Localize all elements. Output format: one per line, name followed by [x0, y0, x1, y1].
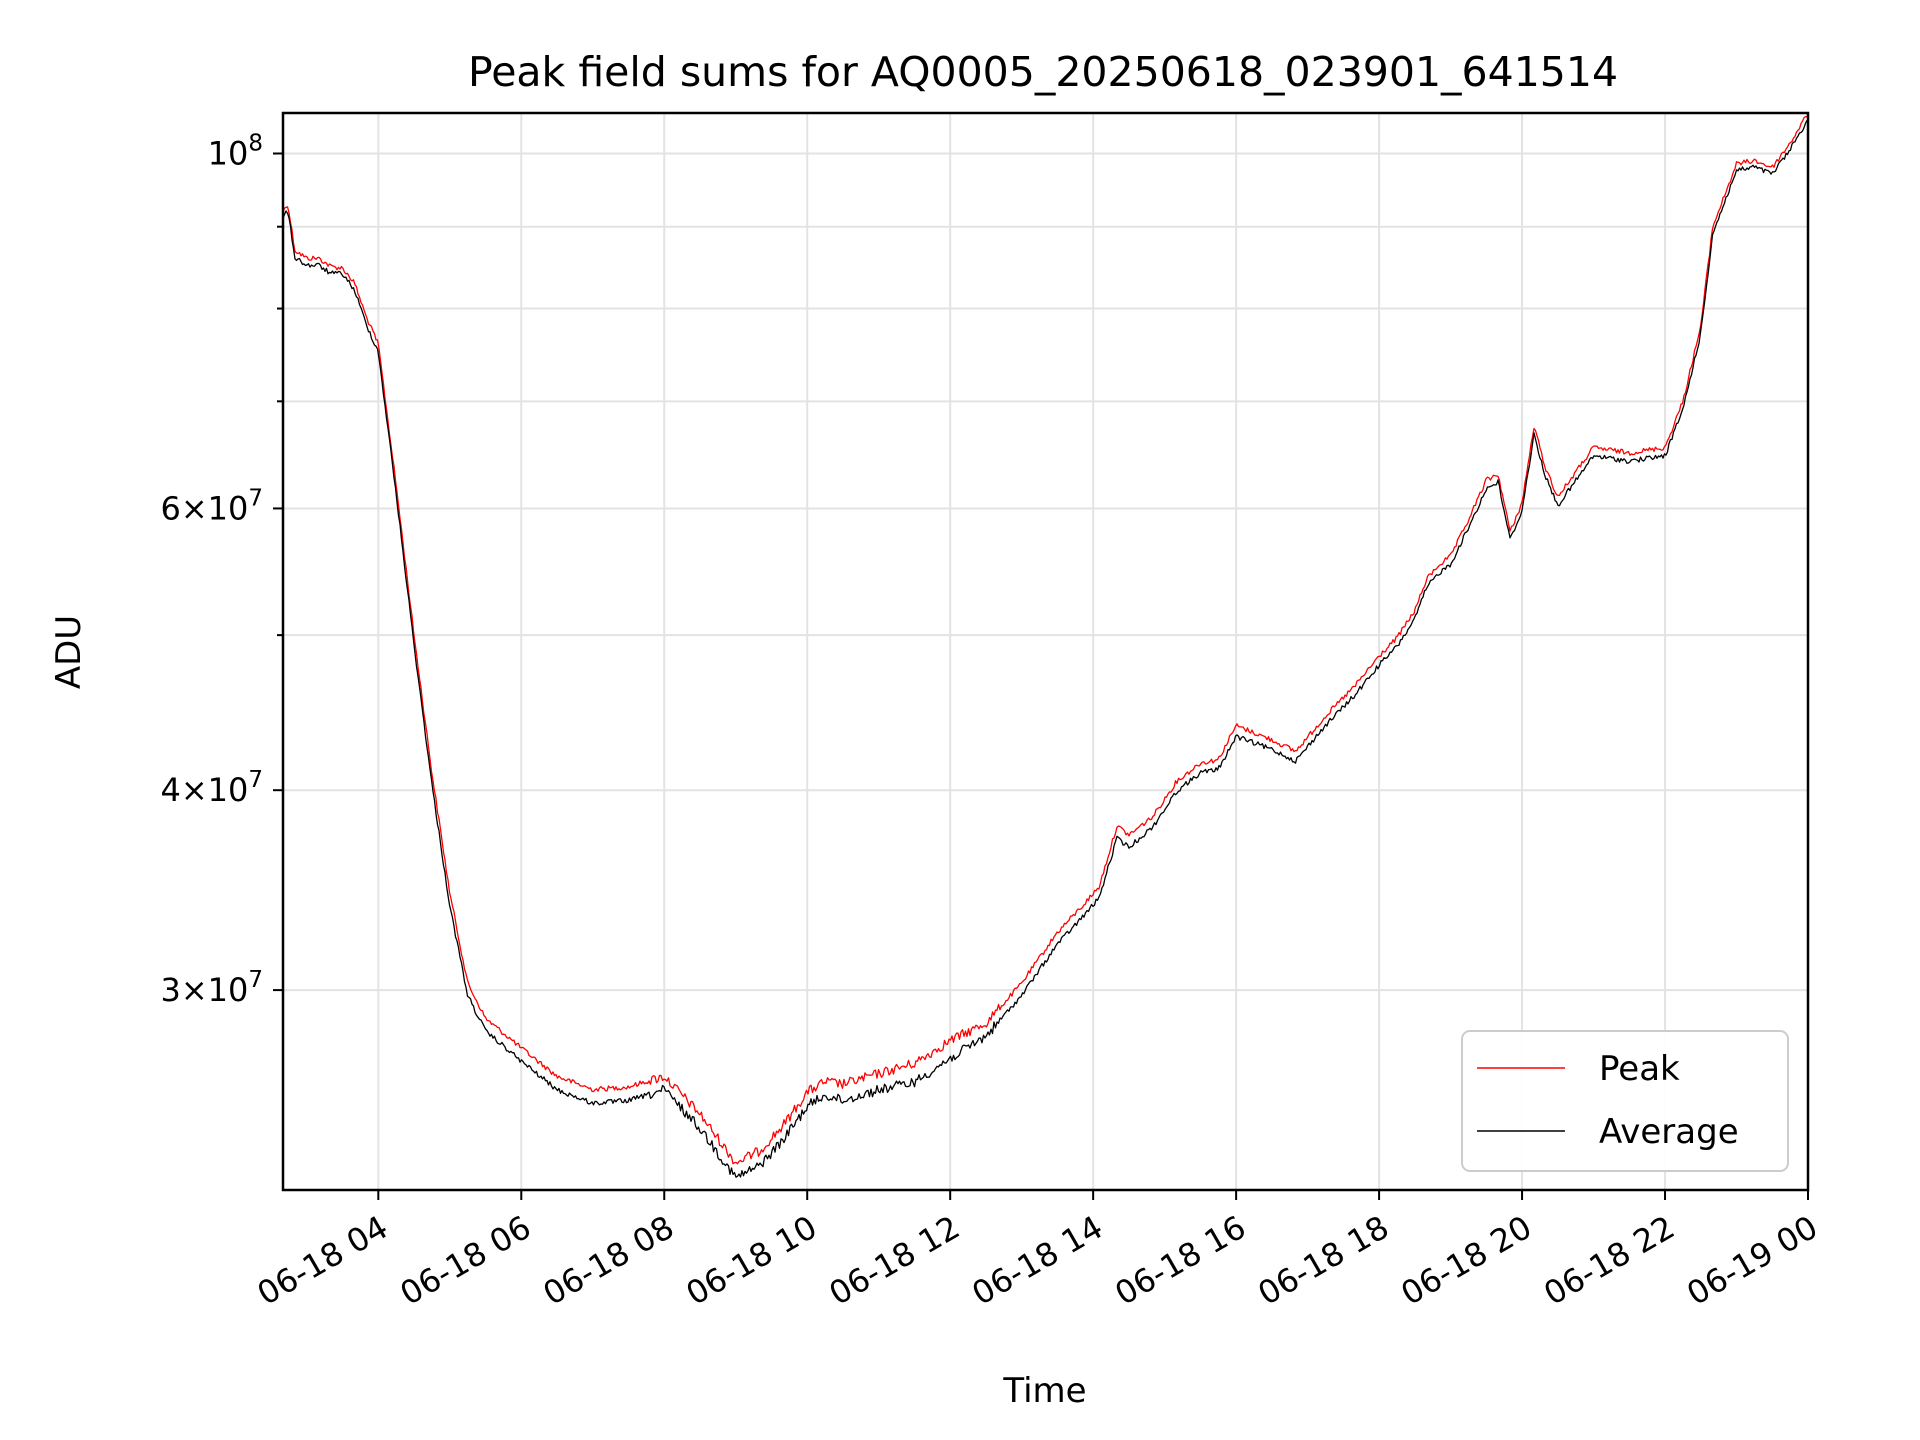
series-line-average [282, 120, 1808, 1178]
y-axis: 3×107 4×107 6×107 108 [160, 130, 283, 1009]
series-line-peak [282, 115, 1808, 1165]
x-axis-label: Time [1002, 1371, 1086, 1411]
y-tick-label: 6×107 [160, 485, 263, 527]
plot-frame [281, 111, 1810, 1192]
chart-title: Peak field sums for AQ0005_20250618_0239… [468, 48, 1618, 96]
legend-label-peak: Peak [1599, 1049, 1680, 1089]
legend-box [1461, 1030, 1789, 1172]
y-axis-label: ADU [49, 615, 89, 689]
y-tick-label: 108 [208, 130, 263, 172]
y-tick-label: 4×107 [160, 767, 263, 809]
legend: Peak Average [1461, 1030, 1789, 1172]
series-lines [282, 115, 1808, 1178]
legend-label-average: Average [1599, 1112, 1739, 1152]
y-tick-label: 3×107 [160, 967, 263, 1009]
